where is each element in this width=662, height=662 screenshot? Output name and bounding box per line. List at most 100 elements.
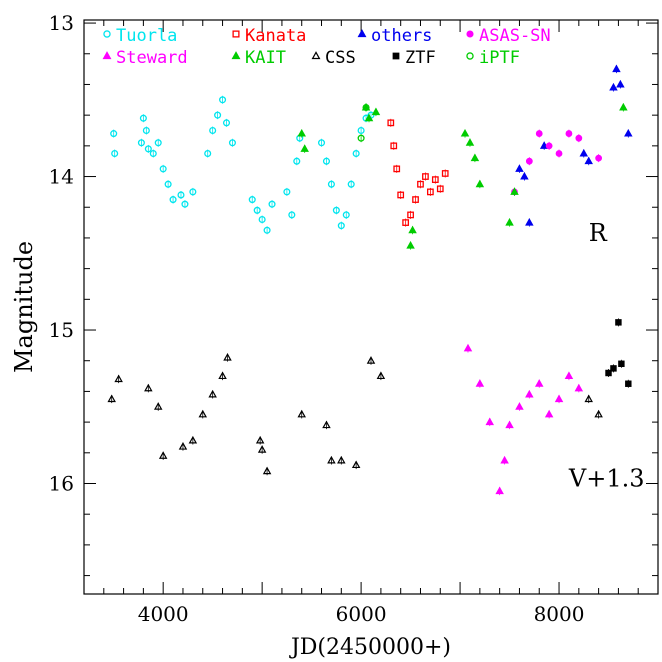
data-point bbox=[248, 196, 256, 204]
data-point bbox=[408, 225, 417, 234]
data-point bbox=[371, 107, 381, 116]
legend-label: Tuorla bbox=[116, 26, 177, 46]
data-point bbox=[153, 402, 163, 410]
y-tick-label: 16 bbox=[49, 471, 74, 495]
band-label: R bbox=[589, 219, 608, 247]
legend-label: others bbox=[371, 26, 432, 46]
data-point bbox=[616, 79, 625, 88]
data-point bbox=[565, 130, 573, 137]
data-point bbox=[500, 455, 509, 464]
data-point bbox=[555, 150, 563, 157]
data-point bbox=[584, 394, 593, 403]
legend-label: ASAS-SN bbox=[479, 26, 551, 46]
data-point bbox=[178, 442, 188, 450]
data-point bbox=[515, 402, 524, 410]
x-tick-label: 8000 bbox=[534, 602, 585, 626]
data-point bbox=[357, 134, 365, 142]
data-point bbox=[219, 96, 227, 104]
data-point bbox=[535, 130, 543, 137]
data-point bbox=[595, 154, 603, 162]
data-point bbox=[300, 144, 309, 152]
data-point bbox=[114, 374, 123, 383]
data-point bbox=[406, 240, 415, 249]
data-point bbox=[164, 180, 172, 188]
data-point bbox=[228, 139, 236, 147]
legend-label: KAIT bbox=[245, 48, 286, 68]
data-point bbox=[293, 157, 301, 165]
data-point bbox=[520, 171, 529, 180]
data-point bbox=[579, 148, 589, 157]
data-point bbox=[495, 486, 504, 495]
legend-marker bbox=[311, 51, 321, 60]
data-point bbox=[615, 319, 622, 326]
data-point bbox=[460, 128, 470, 137]
data-point bbox=[214, 111, 222, 119]
data-point bbox=[431, 176, 439, 183]
legend-label: CSS bbox=[325, 48, 356, 68]
data-point bbox=[198, 409, 208, 418]
data-point bbox=[525, 217, 534, 226]
legend-marker bbox=[231, 51, 241, 60]
data-point bbox=[322, 420, 331, 429]
data-point bbox=[390, 142, 398, 150]
x-tick-label: 4000 bbox=[138, 602, 189, 626]
legend-label: Kanata bbox=[245, 26, 306, 46]
data-point bbox=[159, 165, 167, 173]
data-point bbox=[402, 219, 410, 226]
data-point bbox=[534, 379, 544, 387]
data-point bbox=[624, 128, 633, 137]
y-tick-label: 14 bbox=[49, 165, 74, 189]
legend-label: ZTF bbox=[405, 48, 436, 68]
data-point bbox=[584, 156, 593, 165]
data-point bbox=[352, 149, 360, 158]
legend-marker bbox=[102, 51, 112, 60]
legend-marker bbox=[392, 52, 400, 60]
data-point bbox=[255, 435, 265, 444]
data-point bbox=[417, 180, 424, 188]
data-point bbox=[222, 119, 231, 127]
data-point bbox=[485, 417, 495, 426]
data-point bbox=[158, 451, 168, 459]
data-point bbox=[407, 211, 414, 219]
legend-marker bbox=[466, 30, 474, 38]
data-point bbox=[169, 196, 177, 204]
data-point bbox=[204, 149, 212, 158]
data-point bbox=[544, 409, 554, 418]
data-point bbox=[111, 149, 119, 158]
data-point bbox=[574, 383, 584, 392]
data-point bbox=[605, 369, 612, 377]
data-point bbox=[441, 170, 449, 177]
data-point bbox=[427, 188, 434, 196]
data-point bbox=[327, 455, 336, 464]
data-point bbox=[545, 142, 553, 150]
data-point bbox=[208, 389, 217, 398]
data-point bbox=[618, 360, 625, 368]
data-point bbox=[619, 102, 628, 111]
data-point bbox=[149, 149, 157, 158]
legend-label: iPTF bbox=[479, 48, 520, 68]
legend-marker bbox=[466, 52, 474, 60]
data-point bbox=[263, 226, 271, 234]
data-point bbox=[610, 365, 617, 372]
data-point bbox=[422, 173, 429, 180]
data-point bbox=[475, 179, 485, 188]
data-point bbox=[347, 180, 355, 188]
data-point bbox=[139, 114, 147, 122]
data-point bbox=[470, 153, 480, 162]
data-point bbox=[362, 103, 370, 112]
data-point bbox=[268, 200, 276, 208]
data-point bbox=[393, 165, 401, 173]
data-point bbox=[364, 113, 374, 122]
data-point bbox=[436, 185, 444, 193]
data-point bbox=[564, 371, 574, 380]
data-point bbox=[625, 380, 632, 387]
data-point bbox=[397, 191, 405, 199]
data-point bbox=[317, 139, 326, 147]
data-point bbox=[337, 222, 345, 230]
data-point bbox=[612, 64, 621, 73]
x-axis-label: JD(2450000+) bbox=[289, 635, 451, 660]
data-point bbox=[575, 134, 583, 142]
legend-marker bbox=[357, 29, 367, 38]
data-point bbox=[510, 187, 519, 195]
